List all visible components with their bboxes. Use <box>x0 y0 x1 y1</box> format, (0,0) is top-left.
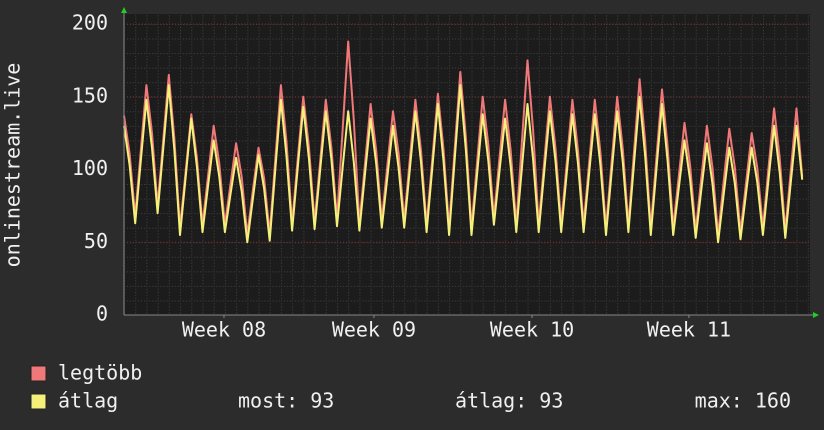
stat: átlag: 93 <box>455 389 563 413</box>
legend-label: átlag <box>58 389 118 413</box>
axis-arrow <box>121 7 127 13</box>
axis-arrow <box>813 312 819 318</box>
x-tick-label: Week 10 <box>490 318 574 342</box>
y-tick-label: 200 <box>72 11 108 35</box>
x-tick-label: Week 08 <box>182 318 266 342</box>
series-line <box>123 40 804 236</box>
series-line <box>123 84 804 244</box>
stat: max: 160 <box>695 389 791 413</box>
y-tick-label: 150 <box>72 83 108 107</box>
y-tick-label: 0 <box>96 302 108 326</box>
legend-swatch <box>30 365 47 382</box>
y-tick-label: 100 <box>72 156 108 180</box>
stat: most: 93 <box>238 389 334 413</box>
x-tick-label: Week 09 <box>332 318 416 342</box>
legend-label: legtöbb <box>58 361 142 385</box>
y-tick-label: 50 <box>84 229 108 253</box>
x-tick-label: Week 11 <box>647 318 731 342</box>
legend-swatch <box>30 393 47 410</box>
y-axis-label: onlinestream.live <box>1 63 25 268</box>
